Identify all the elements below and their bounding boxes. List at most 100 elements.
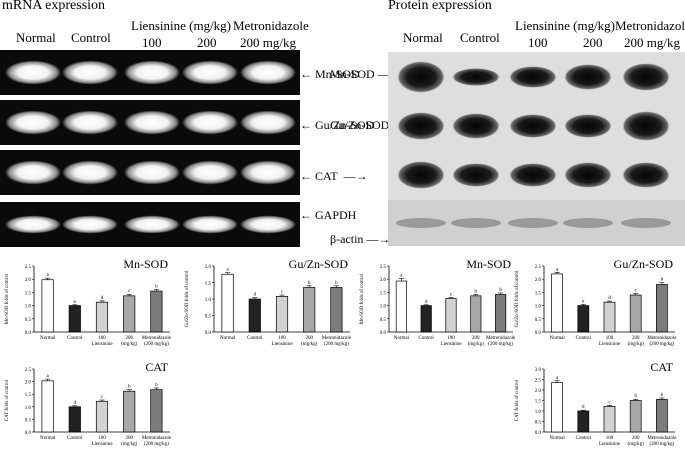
- bar: [330, 287, 343, 333]
- gel-band: [62, 110, 118, 135]
- blot-band: [452, 68, 500, 86]
- blot-band: [622, 111, 670, 141]
- significance-letter: b: [335, 281, 338, 286]
- gel-band: [62, 60, 118, 85]
- y-tick-label: 2.0: [535, 389, 542, 394]
- bar: [470, 295, 482, 333]
- bar: [395, 280, 407, 333]
- significance-letter: c: [450, 292, 453, 297]
- y-tick-label: 0.5: [205, 315, 212, 320]
- x-tick-label: Normal: [394, 336, 410, 341]
- protein-header-normal: Normal: [403, 30, 443, 45]
- protein-header-metronidazole: Metronidazole: [615, 18, 685, 33]
- y-tick-label: 2.5: [535, 265, 542, 270]
- blot-band: [509, 114, 557, 138]
- chart-title: Mn-SOD: [466, 257, 511, 271]
- x-tick-sublabel: Liensinine: [440, 342, 462, 347]
- x-tick-label: 100: [447, 336, 455, 341]
- gel-band: [240, 160, 296, 185]
- y-tick-label: 1.5: [380, 291, 387, 296]
- y-tick-label: 2.5: [25, 368, 32, 373]
- chart-title: Gu/Zn-SOD: [289, 257, 349, 271]
- significance-letter: c: [128, 289, 131, 294]
- chart-mrna-mn-sod: Mn-SOD Mn-SOD folds of control 0.0 0.5 1.0 1.…: [5, 257, 172, 347]
- gel-band: [5, 110, 61, 135]
- significance-letter: a: [226, 268, 229, 273]
- gel-band: [182, 215, 238, 234]
- significance-letter: e: [582, 300, 585, 305]
- chart-mrna-cuzn-sod: Gu/Zn-SOD Gu/Zn-SOD folds of control 0.0 0.…: [185, 257, 352, 347]
- y-tick-label: 1.5: [25, 393, 32, 398]
- gel-band: [240, 110, 296, 135]
- x-tick-label: 200: [125, 336, 133, 341]
- gel-band: [182, 110, 238, 135]
- protein-header-control: Control: [460, 30, 500, 45]
- y-tick-label: 2.5: [535, 379, 542, 384]
- significance-letter: c: [101, 395, 104, 400]
- y-tick-label: 0.0: [380, 331, 387, 336]
- y-axis-label: Mn-SOD folds of control: [360, 273, 365, 324]
- x-tick-label: 200: [632, 436, 640, 441]
- bar: [221, 273, 234, 333]
- y-tick-label: 2.0: [25, 278, 32, 283]
- significance-letter: c: [281, 290, 284, 295]
- y-tick-label: 2.0: [535, 278, 542, 283]
- x-tick-sublabel: Liensinine: [599, 342, 621, 347]
- bar: [603, 301, 616, 333]
- x-tick-label: 200: [632, 336, 640, 341]
- chart-protein-cuzn-sod: Gu/Zn-SOD Gu/Zn-SOD folds of control 0.0 0.…: [515, 257, 677, 347]
- y-tick-label: 0.0: [535, 331, 542, 336]
- significance-letter: b: [661, 278, 664, 283]
- significance-letter: a: [46, 374, 49, 379]
- gel-label-cat: ← CAT —→: [300, 169, 368, 183]
- bar: [551, 382, 563, 433]
- x-tick-label: Control: [67, 436, 83, 441]
- x-tick-sublabel: (mg/kg): [468, 342, 484, 347]
- x-tick-sublabel: (200 mg/kg): [649, 442, 674, 447]
- gel-band: [62, 215, 118, 234]
- x-tick-sublabel: (mg/kg): [121, 342, 137, 347]
- gel-label-gapdh: ← GAPDH: [300, 208, 357, 222]
- blot-band: [397, 61, 445, 93]
- y-tick-label: 1.5: [205, 282, 212, 287]
- bar: [95, 400, 109, 433]
- significance-letter: d: [254, 293, 257, 298]
- blot-band: [564, 162, 612, 188]
- blot-band: [451, 218, 501, 228]
- x-tick-label: 100: [606, 436, 614, 441]
- y-tick-label: 1.0: [205, 298, 212, 303]
- bar: [445, 298, 457, 333]
- significance-letter: c: [635, 289, 638, 294]
- chart-title: CAT: [650, 360, 673, 374]
- x-tick-label: Control: [247, 336, 263, 341]
- chart-title: Mn-SOD: [123, 257, 168, 271]
- y-tick-label: 1.5: [25, 291, 32, 296]
- protein-header-metro-dose: 200 mg/kg: [624, 35, 680, 50]
- significance-letter: b: [308, 281, 311, 286]
- x-tick-label: 100: [98, 336, 106, 341]
- significance-letter: d: [101, 296, 104, 301]
- protein-header-dose200: 200: [583, 35, 603, 50]
- bar: [303, 287, 316, 333]
- gel-band: [5, 160, 61, 185]
- mrna-gel-panel: [0, 50, 300, 247]
- y-tick-label: 1.5: [535, 400, 542, 405]
- bar: [68, 305, 81, 333]
- blot-band: [397, 161, 445, 189]
- y-axis-label: CAT folds of control: [5, 379, 10, 421]
- x-tick-label: Metronidazole: [647, 336, 677, 341]
- bar: [275, 296, 289, 333]
- y-tick-label: 0.0: [535, 431, 542, 436]
- bar: [123, 390, 136, 433]
- y-tick-label: 0.5: [535, 421, 542, 426]
- bar: [495, 294, 507, 333]
- significance-letter: a: [46, 273, 49, 278]
- x-tick-label: Control: [67, 336, 83, 341]
- mrna-header-control: Control: [71, 30, 111, 45]
- gel-band: [124, 160, 180, 185]
- x-tick-label: Metronidazole: [142, 336, 172, 341]
- x-tick-sublabel: Liensinine: [271, 342, 293, 347]
- significance-letter: e: [74, 300, 77, 305]
- x-tick-sublabel: Liensinine: [599, 442, 621, 447]
- y-tick-label: 1.0: [535, 305, 542, 310]
